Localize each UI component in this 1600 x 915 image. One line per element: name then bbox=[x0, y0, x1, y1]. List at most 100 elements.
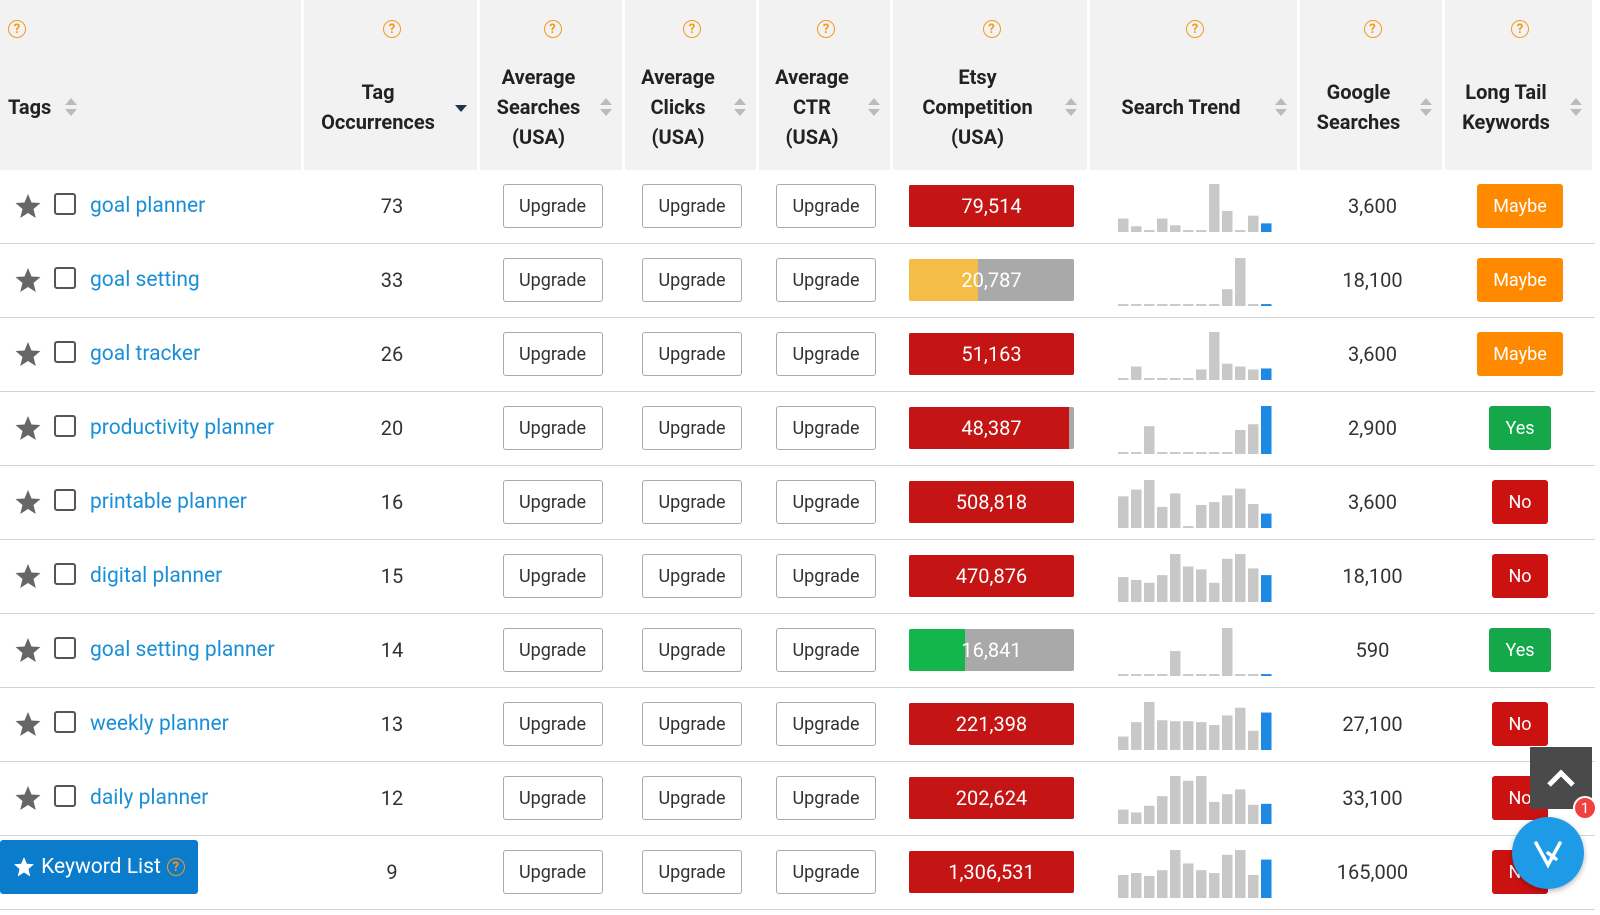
sparkline bbox=[1118, 702, 1272, 750]
sort-icon[interactable] bbox=[1274, 97, 1288, 117]
keyword-list-label: Keyword List bbox=[41, 855, 161, 879]
tag-link[interactable]: daily planner bbox=[90, 786, 209, 810]
upgrade-button[interactable]: Upgrade bbox=[642, 554, 742, 598]
searches-cell: Upgrade bbox=[480, 466, 625, 538]
long-tail-pill: Yes bbox=[1489, 628, 1551, 672]
trend-bar bbox=[1183, 780, 1194, 824]
checkbox[interactable] bbox=[54, 193, 76, 215]
sort-icon[interactable] bbox=[1064, 97, 1078, 117]
trend-bar bbox=[1222, 628, 1233, 676]
tag-link[interactable]: productivity planner bbox=[90, 416, 275, 440]
header-label: Long Tail Keywords bbox=[1449, 62, 1563, 152]
star-icon[interactable] bbox=[14, 562, 42, 590]
searches-cell: Upgrade bbox=[480, 614, 625, 686]
tag-link[interactable]: digital planner bbox=[90, 564, 223, 588]
upgrade-button[interactable]: Upgrade bbox=[502, 406, 603, 450]
checkbox[interactable] bbox=[54, 711, 76, 733]
sort-icon[interactable] bbox=[599, 97, 613, 117]
star-icon[interactable] bbox=[14, 710, 42, 738]
star-icon[interactable] bbox=[14, 414, 42, 442]
sort-icon[interactable] bbox=[1569, 97, 1583, 117]
upgrade-button[interactable]: Upgrade bbox=[502, 480, 603, 524]
trend-bar bbox=[1157, 870, 1168, 898]
upgrade-button[interactable]: Upgrade bbox=[776, 628, 876, 672]
trend-bar bbox=[1261, 304, 1272, 306]
upgrade-button[interactable]: Upgrade bbox=[502, 332, 603, 376]
star-icon bbox=[14, 857, 35, 877]
star-icon[interactable] bbox=[14, 488, 42, 516]
star-icon[interactable] bbox=[14, 784, 42, 812]
upgrade-button[interactable]: Upgrade bbox=[502, 850, 603, 894]
sparkline bbox=[1118, 850, 1272, 898]
competition-value: 20,787 bbox=[961, 268, 1022, 292]
tag-link[interactable]: printable planner bbox=[90, 490, 247, 514]
upgrade-button[interactable]: Upgrade bbox=[776, 776, 876, 820]
star bbox=[15, 638, 41, 662]
header-line: Keywords bbox=[1462, 110, 1550, 134]
upgrade-button[interactable]: Upgrade bbox=[776, 480, 876, 524]
checkbox[interactable] bbox=[54, 415, 76, 437]
checkbox[interactable] bbox=[54, 341, 76, 363]
trend-bar bbox=[1209, 725, 1220, 750]
checkbox[interactable] bbox=[54, 267, 76, 289]
upgrade-button[interactable]: Upgrade bbox=[776, 850, 876, 894]
upgrade-button[interactable]: Upgrade bbox=[776, 258, 876, 302]
star-icon[interactable] bbox=[14, 636, 42, 664]
header-label: Average Searches (USA) bbox=[484, 62, 593, 152]
checkbox[interactable] bbox=[54, 785, 76, 807]
checkbox[interactable] bbox=[54, 637, 76, 659]
clicks-cell: Upgrade bbox=[625, 466, 759, 538]
upgrade-button[interactable]: Upgrade bbox=[642, 850, 742, 894]
trend-bar bbox=[1261, 575, 1272, 602]
tag-link[interactable]: goal setting bbox=[90, 268, 200, 292]
trend-bar bbox=[1222, 854, 1233, 898]
long-tail-pill: Maybe bbox=[1477, 184, 1563, 228]
upgrade-button[interactable]: Upgrade bbox=[776, 332, 876, 376]
upgrade-button[interactable]: Upgrade bbox=[502, 628, 603, 672]
star bbox=[15, 416, 41, 440]
upgrade-button[interactable]: Upgrade bbox=[776, 184, 876, 228]
header-cell: ? Average Clicks (USA) bbox=[625, 0, 759, 170]
upgrade-button[interactable]: Upgrade bbox=[642, 184, 742, 228]
star-icon[interactable] bbox=[14, 340, 42, 368]
trend-bar bbox=[1248, 730, 1259, 750]
upgrade-button[interactable]: Upgrade bbox=[642, 776, 742, 820]
chat-bubble[interactable] bbox=[1512, 817, 1584, 889]
sort-icon[interactable] bbox=[867, 97, 881, 117]
long-tail-cell: No bbox=[1445, 466, 1595, 538]
upgrade-button[interactable]: Upgrade bbox=[642, 406, 742, 450]
google-cell: 18,100 bbox=[1300, 540, 1445, 612]
upgrade-button[interactable]: Upgrade bbox=[776, 554, 876, 598]
sort-icon[interactable] bbox=[1419, 97, 1433, 117]
star-icon[interactable] bbox=[14, 192, 42, 220]
keyword-list-button[interactable]: Keyword List? bbox=[0, 840, 198, 894]
checkbox[interactable] bbox=[54, 489, 76, 511]
sort-icon[interactable] bbox=[64, 97, 78, 117]
star-icon[interactable] bbox=[14, 266, 42, 294]
upgrade-button[interactable]: Upgrade bbox=[502, 184, 603, 228]
sort-icon[interactable] bbox=[733, 97, 747, 117]
trend-bar bbox=[1131, 304, 1142, 306]
upgrade-button[interactable]: Upgrade bbox=[642, 702, 742, 746]
upgrade-button[interactable]: Upgrade bbox=[502, 702, 603, 746]
trend-bar bbox=[1118, 496, 1129, 528]
upgrade-button[interactable]: Upgrade bbox=[642, 258, 742, 302]
upgrade-button[interactable]: Upgrade bbox=[642, 628, 742, 672]
tag-link[interactable]: goal planner bbox=[90, 194, 206, 218]
sort-icon[interactable] bbox=[454, 97, 468, 117]
upgrade-button[interactable]: Upgrade bbox=[502, 258, 603, 302]
tag-link[interactable]: goal setting planner bbox=[90, 638, 275, 662]
sort-up bbox=[868, 98, 880, 105]
trend-bar bbox=[1170, 776, 1181, 824]
upgrade-button[interactable]: Upgrade bbox=[502, 776, 603, 820]
occurrences-cell: 20 bbox=[304, 392, 480, 464]
upgrade-button[interactable]: Upgrade bbox=[776, 406, 876, 450]
upgrade-button[interactable]: Upgrade bbox=[502, 554, 603, 598]
trend-bar bbox=[1118, 577, 1129, 602]
tag-link[interactable]: goal tracker bbox=[90, 342, 201, 366]
upgrade-button[interactable]: Upgrade bbox=[642, 480, 742, 524]
upgrade-button[interactable]: Upgrade bbox=[776, 702, 876, 746]
checkbox[interactable] bbox=[54, 563, 76, 585]
tag-link[interactable]: weekly planner bbox=[90, 712, 229, 736]
upgrade-button[interactable]: Upgrade bbox=[642, 332, 742, 376]
